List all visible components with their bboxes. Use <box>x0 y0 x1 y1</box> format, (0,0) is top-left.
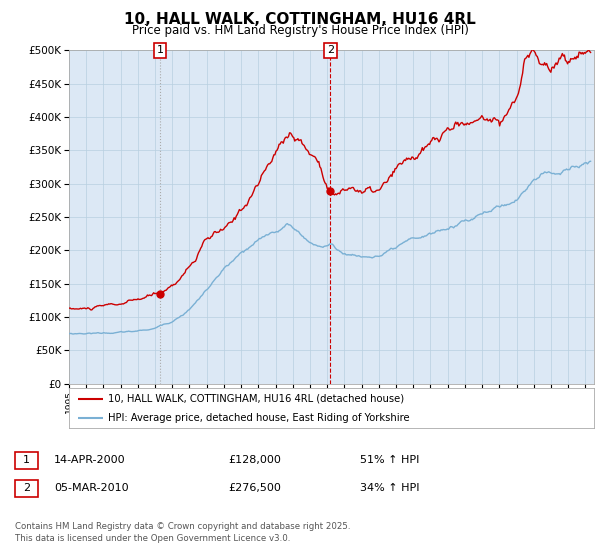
Text: 1: 1 <box>157 45 164 55</box>
Text: 14-APR-2000: 14-APR-2000 <box>54 455 125 465</box>
Text: Contains HM Land Registry data © Crown copyright and database right 2025.
This d: Contains HM Land Registry data © Crown c… <box>15 522 350 543</box>
Text: 51% ↑ HPI: 51% ↑ HPI <box>360 455 419 465</box>
Text: 10, HALL WALK, COTTINGHAM, HU16 4RL (detached house): 10, HALL WALK, COTTINGHAM, HU16 4RL (det… <box>109 394 404 404</box>
Text: 34% ↑ HPI: 34% ↑ HPI <box>360 483 419 493</box>
Text: 1: 1 <box>23 455 30 465</box>
Text: 2: 2 <box>23 483 30 493</box>
Text: Price paid vs. HM Land Registry's House Price Index (HPI): Price paid vs. HM Land Registry's House … <box>131 24 469 37</box>
Text: 05-MAR-2010: 05-MAR-2010 <box>54 483 128 493</box>
Text: 10, HALL WALK, COTTINGHAM, HU16 4RL: 10, HALL WALK, COTTINGHAM, HU16 4RL <box>124 12 476 27</box>
Text: 2: 2 <box>327 45 334 55</box>
Text: £128,000: £128,000 <box>228 455 281 465</box>
Text: £276,500: £276,500 <box>228 483 281 493</box>
Text: HPI: Average price, detached house, East Riding of Yorkshire: HPI: Average price, detached house, East… <box>109 413 410 422</box>
